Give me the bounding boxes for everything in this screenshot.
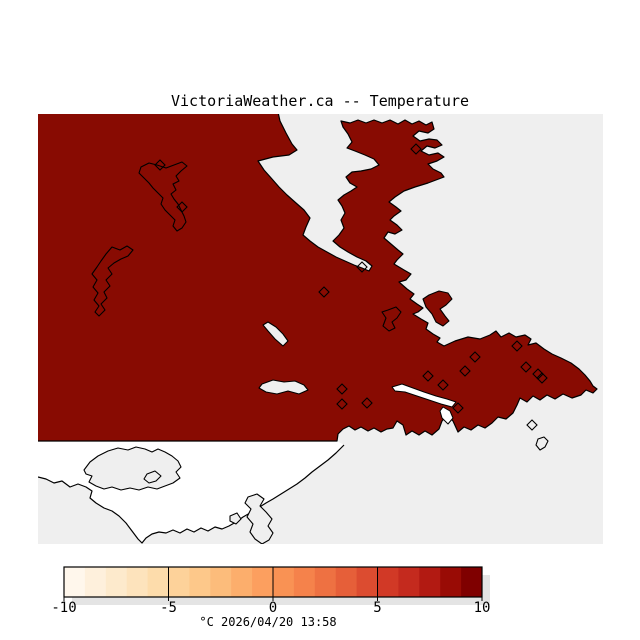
colorbar-segment [147,567,169,597]
lake-outline-elk [381,306,402,332]
station-marker-icon [536,372,548,384]
colorbar-segment [252,567,274,597]
colorbar-segment [64,567,86,597]
lagoon-esquimalt [258,379,309,395]
colorbar-segment [377,567,399,597]
station-marker-icon [356,261,368,273]
station-marker-icon [452,402,464,414]
colorbar-segment [440,567,462,597]
colorbar-segment [419,567,441,597]
lake-outline-northwest [138,161,188,232]
lake-langford [262,321,289,347]
lake-outline-central [422,290,453,327]
colorbar-segment [210,567,232,597]
station-marker-icon [336,398,348,410]
inlet-harbour [439,406,454,425]
archipelago-islet [143,470,162,484]
island-san-juan-small [229,512,242,525]
temperature-data-region [38,114,598,442]
station-marker-icon [520,361,532,373]
map-title: VictoriaWeather.ca -- Temperature [170,92,469,110]
colorbar-segment [231,567,253,597]
temperature-colorbar: -10 -5 0 5 10 °C 2026/04/20 13:58 [51,566,491,629]
coastline-olympic [38,444,345,544]
colorbar-segment [335,567,358,597]
colorbar-segment [273,567,295,597]
station-marker-icon [511,340,523,352]
island-san-juan-large [244,493,274,544]
station-marker-icon [422,370,434,382]
island-discovery [535,436,549,451]
colorbar-segment [126,567,149,597]
station-marker-icon [469,351,481,363]
colorbar-segment [293,567,316,597]
station-marker-icon [318,286,330,298]
station-marker-icon [154,159,166,171]
station-marker-icon [176,201,188,213]
station-marker-icon [336,383,348,395]
colorbar-unit-datetime-label: °C 2026/04/20 13:58 [199,615,336,629]
lake-outline-southwest [91,245,134,317]
station-marker-icon [410,143,422,155]
colorbar-tick-label: -5 [160,600,177,616]
colorbar-segment [84,567,107,597]
colorbar-segment [461,567,483,597]
station-marker-icon [437,379,449,391]
colorbar-tick-label: -10 [51,600,76,616]
station-marker-icon [526,419,538,431]
station-marker-icon [459,365,471,377]
colorbar-segment [168,567,190,597]
colorbar-segment [398,567,420,597]
colorbar-segment [314,567,337,597]
colorbar-tick-label: 5 [373,600,381,616]
weather-map-image [38,114,603,544]
station-marker-icon [361,397,373,409]
colorbar-tick-label: 0 [269,600,277,616]
colorbar-segment [356,567,378,597]
colorbar-segment [189,567,211,597]
colorbar-tick-label: 10 [474,600,491,616]
inlet-channel [391,383,457,408]
colorbar-segment [105,567,128,597]
